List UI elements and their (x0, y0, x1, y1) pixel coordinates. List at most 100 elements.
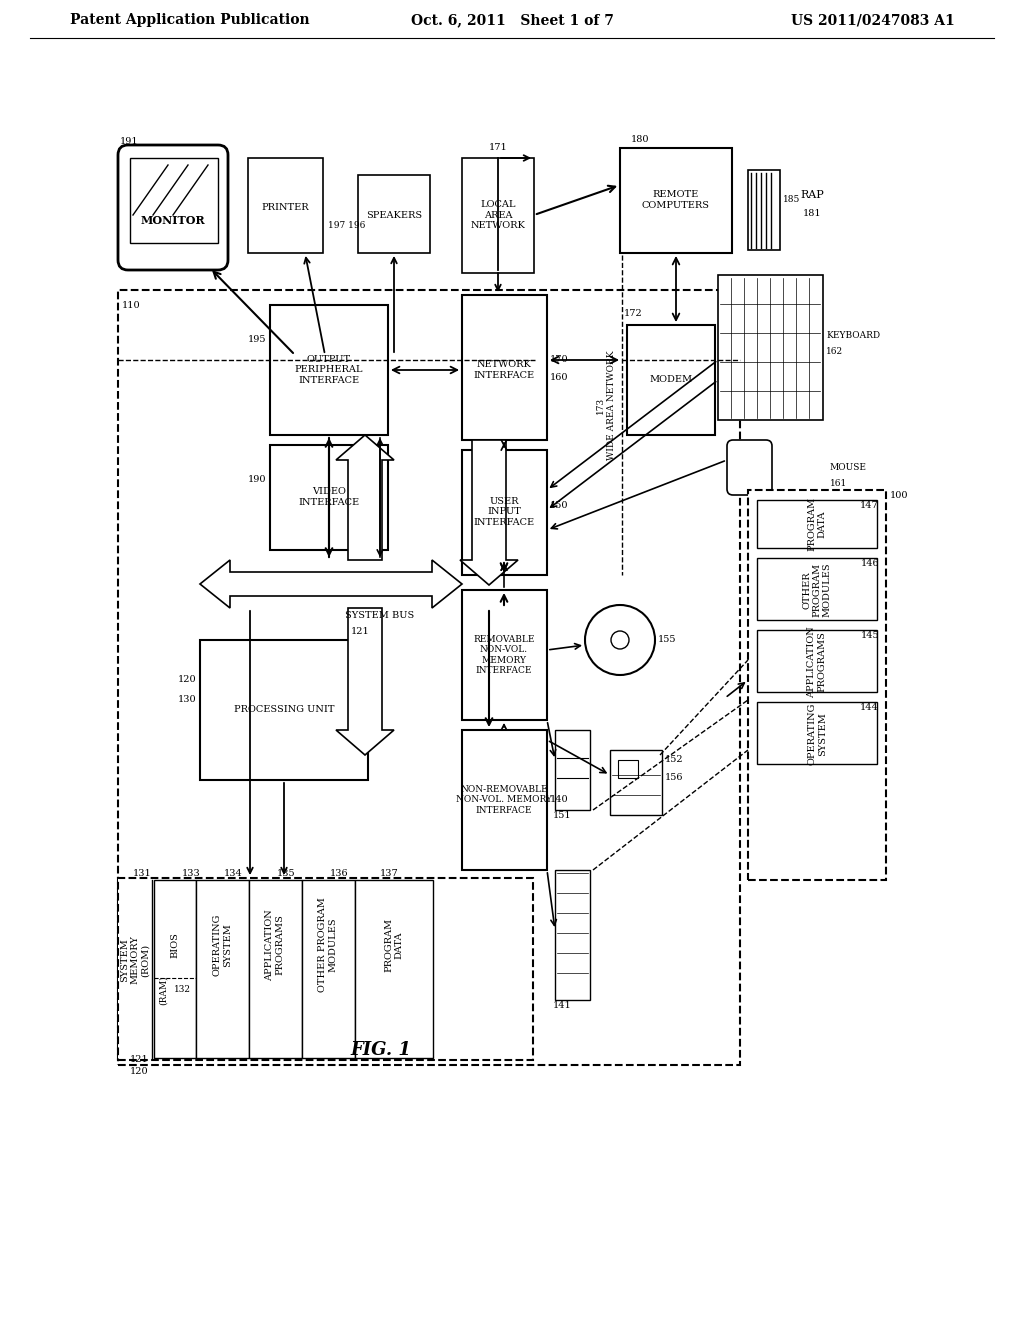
Text: OUTPUT
PERIPHERAL
INTERFACE: OUTPUT PERIPHERAL INTERFACE (295, 355, 364, 385)
Text: 145: 145 (860, 631, 879, 639)
Text: 137: 137 (380, 870, 398, 879)
Text: SYSTEM
MEMORY
(ROM): SYSTEM MEMORY (ROM) (120, 936, 150, 985)
Text: 162: 162 (826, 347, 843, 356)
Bar (355, 880, 433, 1059)
Bar (618, 760, 638, 777)
Text: 195: 195 (248, 335, 266, 345)
Bar (757, 558, 877, 620)
Bar (757, 702, 877, 764)
Text: FIG. 1: FIG. 1 (350, 1041, 411, 1059)
Text: 170: 170 (550, 355, 568, 364)
Text: MODEM: MODEM (649, 375, 692, 384)
Text: WIDE AREA NETWORK: WIDE AREA NETWORK (607, 350, 616, 459)
Text: APPLICATION
PROGRAMS: APPLICATION PROGRAMS (807, 626, 826, 698)
Text: 151: 151 (553, 810, 571, 820)
Text: VIDEO
INTERFACE: VIDEO INTERFACE (298, 487, 359, 507)
Text: 130: 130 (177, 696, 196, 705)
Text: NON-REMOVABLE
NON-VOL. MEMORY
INTERFACE: NON-REMOVABLE NON-VOL. MEMORY INTERFACE (456, 785, 552, 814)
Bar (462, 158, 534, 273)
Text: 181: 181 (803, 209, 821, 218)
Text: SYSTEM BUS: SYSTEM BUS (345, 610, 415, 619)
Text: 144: 144 (860, 702, 879, 711)
FancyBboxPatch shape (118, 145, 228, 271)
Text: MOUSE: MOUSE (830, 463, 867, 473)
Bar (627, 325, 715, 436)
Bar (462, 590, 547, 719)
Bar (270, 445, 388, 550)
Text: KEYBOARD: KEYBOARD (826, 330, 880, 339)
Text: SPEAKERS: SPEAKERS (366, 210, 422, 219)
Bar (757, 500, 877, 548)
Bar (118, 290, 740, 1065)
Text: PROCESSING UNIT: PROCESSING UNIT (233, 705, 334, 714)
Text: 121: 121 (130, 1056, 148, 1064)
Text: 131: 131 (133, 870, 152, 879)
Bar (718, 275, 823, 420)
Bar (620, 148, 732, 253)
Text: OTHER PROGRAM
MODULES: OTHER PROGRAM MODULES (318, 898, 338, 993)
Bar (200, 640, 368, 780)
Text: PRINTER: PRINTER (261, 202, 309, 211)
Text: 136: 136 (330, 870, 348, 879)
Text: MONITOR: MONITOR (140, 214, 206, 226)
Text: US 2011/0247083 A1: US 2011/0247083 A1 (792, 13, 955, 26)
Text: 180: 180 (631, 136, 649, 144)
Bar (118, 878, 534, 1060)
Text: 120: 120 (130, 1068, 148, 1077)
Text: 160: 160 (550, 374, 568, 383)
Polygon shape (460, 440, 518, 585)
Text: 171: 171 (488, 144, 507, 153)
Text: 146: 146 (860, 558, 879, 568)
Bar (270, 305, 388, 436)
Text: PROGRAM
DATA: PROGRAM DATA (807, 496, 826, 550)
Text: 147: 147 (860, 500, 879, 510)
Polygon shape (200, 560, 462, 609)
Text: 141: 141 (553, 1001, 571, 1010)
Text: APPLICATION
PROGRAMS: APPLICATION PROGRAMS (265, 909, 285, 981)
Text: 191: 191 (120, 137, 138, 147)
Bar (610, 750, 662, 814)
Text: REMOTE
COMPUTERS: REMOTE COMPUTERS (642, 190, 710, 210)
Text: RAP: RAP (800, 190, 823, 201)
Text: 110: 110 (122, 301, 140, 309)
Text: 133: 133 (182, 870, 201, 879)
Text: Patent Application Publication: Patent Application Publication (70, 13, 309, 26)
Text: NETWORK
INTERFACE: NETWORK INTERFACE (473, 360, 535, 380)
Bar (757, 630, 877, 692)
Text: 172: 172 (624, 309, 643, 318)
Bar (154, 880, 196, 1059)
Bar (249, 880, 302, 1059)
Bar (555, 870, 590, 1001)
Bar (462, 450, 547, 576)
Bar (358, 176, 430, 253)
Bar (748, 490, 886, 880)
Text: LOCAL
AREA
NETWORK: LOCAL AREA NETWORK (471, 201, 525, 230)
Bar (130, 158, 218, 243)
Text: PROGRAM
DATA: PROGRAM DATA (384, 917, 403, 972)
Text: OPERATING
SYSTEM: OPERATING SYSTEM (807, 702, 826, 766)
Text: 155: 155 (658, 635, 677, 644)
Text: 120: 120 (177, 676, 196, 685)
Text: USER
INPUT
INTERFACE: USER INPUT INTERFACE (473, 498, 535, 527)
Text: 185: 185 (783, 195, 801, 205)
Bar (462, 294, 547, 440)
Text: 156: 156 (665, 774, 683, 783)
Text: 197 196: 197 196 (328, 220, 366, 230)
Text: (RAM): (RAM) (159, 975, 168, 1005)
Text: OPERATING
SYSTEM: OPERATING SYSTEM (212, 913, 231, 977)
Bar (462, 730, 547, 870)
Text: 132: 132 (173, 986, 190, 994)
FancyBboxPatch shape (727, 440, 772, 495)
Text: 121: 121 (350, 627, 370, 636)
Text: REMOVABLE
NON-VOL.
MEMORY
INTERFACE: REMOVABLE NON-VOL. MEMORY INTERFACE (473, 635, 535, 675)
Bar (555, 730, 590, 810)
Text: 173: 173 (596, 396, 604, 413)
Bar (302, 880, 355, 1059)
Text: 134: 134 (224, 870, 243, 879)
Text: 100: 100 (890, 491, 908, 499)
Text: 150: 150 (550, 500, 568, 510)
Text: OTHER
PROGRAM
MODULES: OTHER PROGRAM MODULES (802, 562, 831, 618)
Text: Oct. 6, 2011   Sheet 1 of 7: Oct. 6, 2011 Sheet 1 of 7 (411, 13, 613, 26)
Text: BIOS: BIOS (171, 932, 179, 958)
Bar (196, 880, 249, 1059)
